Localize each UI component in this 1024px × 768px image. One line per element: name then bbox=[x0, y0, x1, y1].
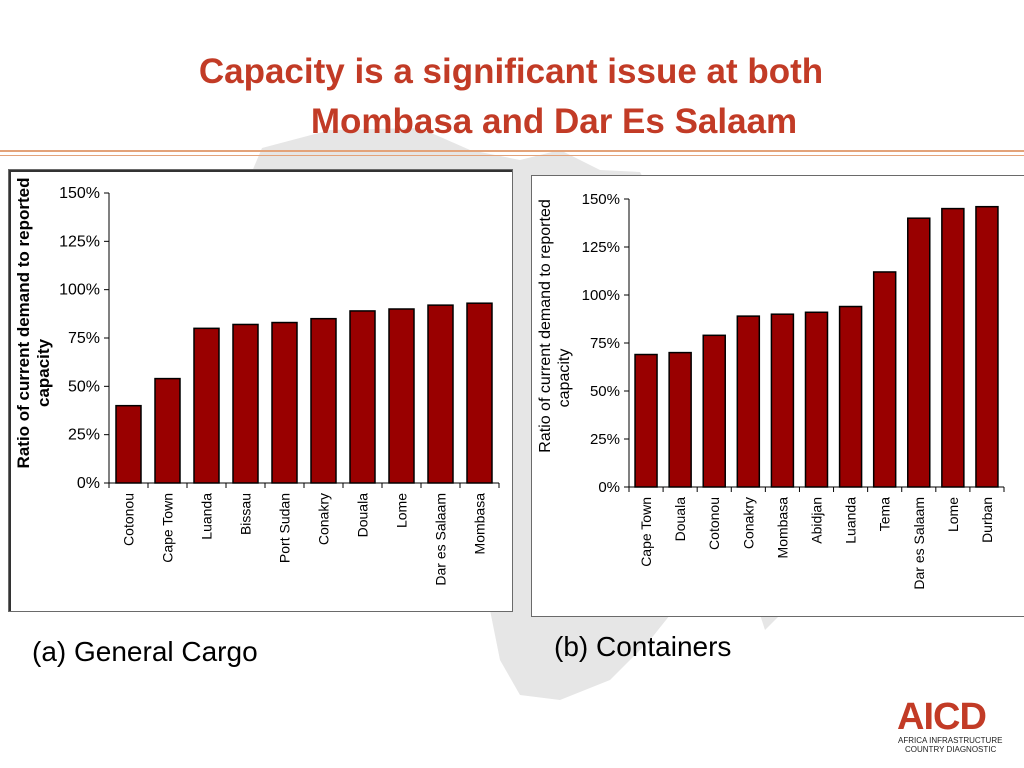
category-label: Dar es Salaam bbox=[911, 497, 927, 590]
category-label: Luanda bbox=[843, 497, 859, 544]
y-tick-label: 100% bbox=[582, 287, 620, 304]
general-cargo-bar-chart: 0% 25% 50% 75% 100% 125% 150% Cotonou Cape Town L… bbox=[14, 178, 500, 586]
bar bbox=[388, 308, 415, 484]
containers-bar-chart: 0% 25% 50% 75% 100% 125% 150% Cape Town Douala Co… bbox=[537, 191, 1005, 590]
bar bbox=[193, 327, 220, 484]
y-axis-title: Ratio of current demand to reportedcapac… bbox=[14, 178, 53, 469]
aicd-logo-word: AICD bbox=[897, 696, 987, 738]
y-tick-label: 50% bbox=[590, 383, 620, 400]
category-label: Cape Town bbox=[160, 493, 176, 563]
title-divider-rule bbox=[0, 150, 1024, 152]
aicd-logo: AICD AFRICA INFRASTRUCTURE COUNTRY DIAGN… bbox=[896, 697, 1016, 759]
bar bbox=[271, 321, 298, 484]
bar bbox=[668, 351, 692, 488]
y-tick-label: 25% bbox=[68, 427, 100, 444]
containers-chart-panel: 0% 25% 50% 75% 100% 125% 150% Cape Town Douala Co… bbox=[531, 175, 1024, 617]
category-label: Cape Town bbox=[638, 497, 654, 567]
slide-title-line2: Mombasa and Dar Es Salaam bbox=[310, 102, 798, 141]
y-tick-label: 75% bbox=[590, 335, 620, 352]
y-tick-label: 125% bbox=[582, 239, 620, 256]
bar bbox=[466, 302, 493, 484]
category-label: Lome bbox=[394, 493, 410, 528]
category-label: Cotonou bbox=[706, 497, 722, 550]
y-tick-label: 50% bbox=[68, 378, 100, 395]
bar bbox=[736, 315, 761, 488]
category-label: Bissau bbox=[238, 493, 254, 535]
category-label: Cotonou bbox=[121, 493, 137, 546]
category-label: Luanda bbox=[199, 493, 215, 540]
category-label: Douala bbox=[355, 493, 371, 538]
general-cargo-chart-panel: 0% 25% 50% 75% 100% 125% 150% Cotonou Cape Town L… bbox=[8, 169, 513, 612]
y-tick-label: 0% bbox=[598, 479, 620, 496]
y-tick-label: 75% bbox=[68, 330, 100, 347]
bar bbox=[702, 334, 726, 488]
category-label: Conakry bbox=[316, 493, 332, 545]
category-label: Tema bbox=[877, 497, 893, 531]
bar bbox=[975, 205, 999, 488]
title-divider-rule-thin bbox=[0, 155, 1024, 156]
slide-title-line1: Capacity is a significant issue at both bbox=[198, 52, 824, 91]
bar bbox=[154, 377, 181, 484]
bar bbox=[310, 317, 337, 484]
category-label: Abidjan bbox=[809, 497, 825, 544]
category-label: Dar es Salaam bbox=[433, 493, 449, 586]
bar bbox=[941, 207, 965, 488]
aicd-logo-subtitle-line2: COUNTRY DIAGNOSTIC bbox=[905, 745, 997, 754]
category-label: Lome bbox=[945, 497, 961, 532]
category-label: Conakry bbox=[740, 497, 756, 549]
bar bbox=[427, 304, 454, 484]
bar bbox=[232, 323, 259, 484]
category-label: Port Sudan bbox=[277, 493, 293, 563]
caption-general-cargo: (a) General Cargo bbox=[32, 636, 258, 667]
caption-containers: (b) Containers bbox=[554, 631, 732, 662]
bar bbox=[907, 217, 931, 488]
y-tick-label: 150% bbox=[582, 191, 620, 208]
category-label: Mombasa bbox=[472, 493, 488, 555]
bar bbox=[349, 310, 376, 484]
y-tick-label: 25% bbox=[590, 431, 620, 448]
category-label: Durban bbox=[979, 497, 995, 543]
bar bbox=[804, 311, 829, 488]
aicd-logo-subtitle-line1: AFRICA INFRASTRUCTURE bbox=[898, 736, 1003, 745]
bar bbox=[634, 353, 658, 488]
y-tick-label: 150% bbox=[59, 185, 100, 202]
y-tick-label: 100% bbox=[59, 282, 100, 299]
category-label: Mombasa bbox=[774, 497, 790, 559]
category-label: Douala bbox=[672, 497, 688, 542]
y-tick-label: 0% bbox=[77, 475, 100, 492]
bar bbox=[838, 305, 863, 488]
bar bbox=[115, 404, 142, 484]
bar bbox=[872, 271, 897, 488]
bar bbox=[770, 313, 795, 488]
y-tick-label: 125% bbox=[59, 233, 100, 250]
